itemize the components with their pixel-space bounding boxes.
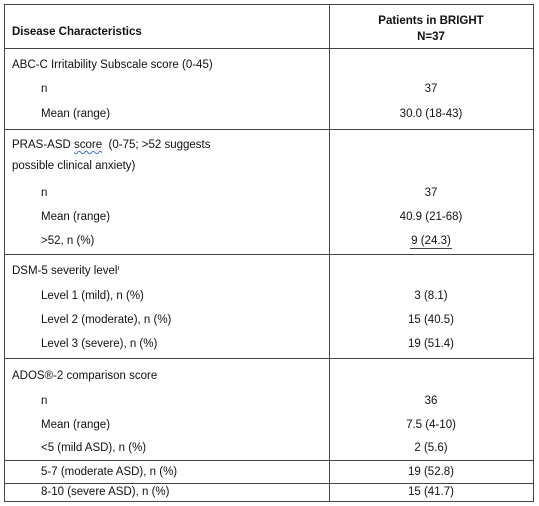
pras-n-row: n 37 <box>5 184 533 204</box>
row-divider <box>5 129 533 130</box>
dsm-footnote-marker: i <box>117 265 120 272</box>
row-divider <box>5 48 533 49</box>
dsm-title: DSM-5 severity leveli <box>12 265 119 277</box>
abc-title-row: ABC-C Irritability Subscale score (0-45) <box>5 56 533 76</box>
pras-mean-label: Mean (range) <box>41 211 111 223</box>
abc-mean-row: Mean (range) 30.0 (18-43) <box>5 105 533 125</box>
pras-gt52-label: >52, n (%) <box>41 235 95 247</box>
header-patients-n: N=37 <box>417 31 445 43</box>
ados-title-row: ADOS®-2 comparison score <box>5 367 533 387</box>
pras-n-value: 37 <box>424 187 438 199</box>
ados-mean-value: 7.5 (4-10) <box>406 419 456 431</box>
abc-n-value: 37 <box>424 83 438 95</box>
ados-mean-row: Mean (range) 7.5 (4-10) <box>5 416 533 436</box>
pras-title-line2: possible clinical anxiety) <box>12 160 136 172</box>
dsm-title-row: DSM-5 severity leveli <box>5 262 533 282</box>
row-divider <box>5 254 533 255</box>
disease-characteristics-table: Disease Characteristics Patients in BRIG… <box>4 4 534 502</box>
ados-severe-value: 15 (41.7) <box>407 486 455 498</box>
column-divider <box>329 5 330 501</box>
pras-title-part2: (0-75; >52 suggests <box>102 139 211 151</box>
ados-moderate-value: 19 (52.8) <box>407 466 455 478</box>
pras-n-label: n <box>41 187 48 199</box>
dsm-level2-value: 15 (40.5) <box>407 314 455 326</box>
abc-mean-value: 30.0 (18-43) <box>399 108 463 120</box>
pras-title-row-2: possible clinical anxiety) <box>5 157 533 177</box>
ados-n-label: n <box>41 395 48 407</box>
abc-n-label: n <box>41 83 48 95</box>
abc-n-row: n 37 <box>5 80 533 100</box>
abc-mean-label: Mean (range) <box>41 108 111 120</box>
dsm-level3-row: Level 3 (severe), n (%) 19 (51.4) <box>5 335 533 355</box>
dsm-level3-label: Level 3 (severe), n (%) <box>41 338 158 350</box>
ados-moderate-label: 5-7 (moderate ASD), n (%) <box>41 466 178 478</box>
ados-severe-label: 8-10 (severe ASD), n (%) <box>41 486 170 498</box>
header-patients-title: Patients in BRIGHT <box>378 15 484 27</box>
ados-n-value: 36 <box>424 395 438 407</box>
row-divider <box>5 460 533 461</box>
ados-n-row: n 36 <box>5 392 533 412</box>
ados-severe-row: 8-10 (severe ASD), n (%) 15 (41.7) <box>5 483 533 503</box>
pras-title-score: score <box>74 139 103 151</box>
dsm-level3-value: 19 (51.4) <box>407 338 455 350</box>
dsm-level2-row: Level 2 (moderate), n (%) 15 (40.5) <box>5 311 533 331</box>
dsm-level1-row: Level 1 (mild), n (%) 3 (8.1) <box>5 287 533 307</box>
dsm-level1-value: 3 (8.1) <box>414 290 448 302</box>
ados-moderate-row: 5-7 (moderate ASD), n (%) 19 (52.8) <box>5 463 533 483</box>
ados-lt5-label: <5 (mild ASD), n (%) <box>41 442 147 454</box>
pras-title: PRAS-ASD score (0-75; >52 suggests <box>12 139 210 151</box>
ados-lt5-row: <5 (mild ASD), n (%) 2 (5.6) <box>5 439 533 459</box>
ados-mean-label: Mean (range) <box>41 419 111 431</box>
row-divider <box>5 483 533 484</box>
ados-title: ADOS®-2 comparison score <box>12 370 158 382</box>
dsm-title-text: DSM-5 severity level <box>12 265 118 277</box>
dsm-level1-label: Level 1 (mild), n (%) <box>41 290 144 302</box>
pras-mean-row: Mean (range) 40.9 (21-68) <box>5 208 533 228</box>
dsm-level2-label: Level 2 (moderate), n (%) <box>41 314 172 326</box>
row-divider <box>5 358 533 359</box>
pras-title-row: PRAS-ASD score (0-75; >52 suggests <box>5 136 533 156</box>
header-patients: Patients in BRIGHT N=37 <box>329 13 533 45</box>
header-disease-characteristics: Disease Characteristics <box>12 26 142 38</box>
abc-title: ABC-C Irritability Subscale score (0-45) <box>12 59 213 71</box>
pras-gt52-row: >52, n (%) 9 (24.3) <box>5 232 533 252</box>
pras-mean-value: 40.9 (21-68) <box>399 211 463 223</box>
ados-lt5-value: 2 (5.6) <box>414 442 448 454</box>
pras-title-part1: PRAS-ASD <box>12 139 74 151</box>
pras-gt52-value: 9 (24.3) <box>410 235 452 249</box>
